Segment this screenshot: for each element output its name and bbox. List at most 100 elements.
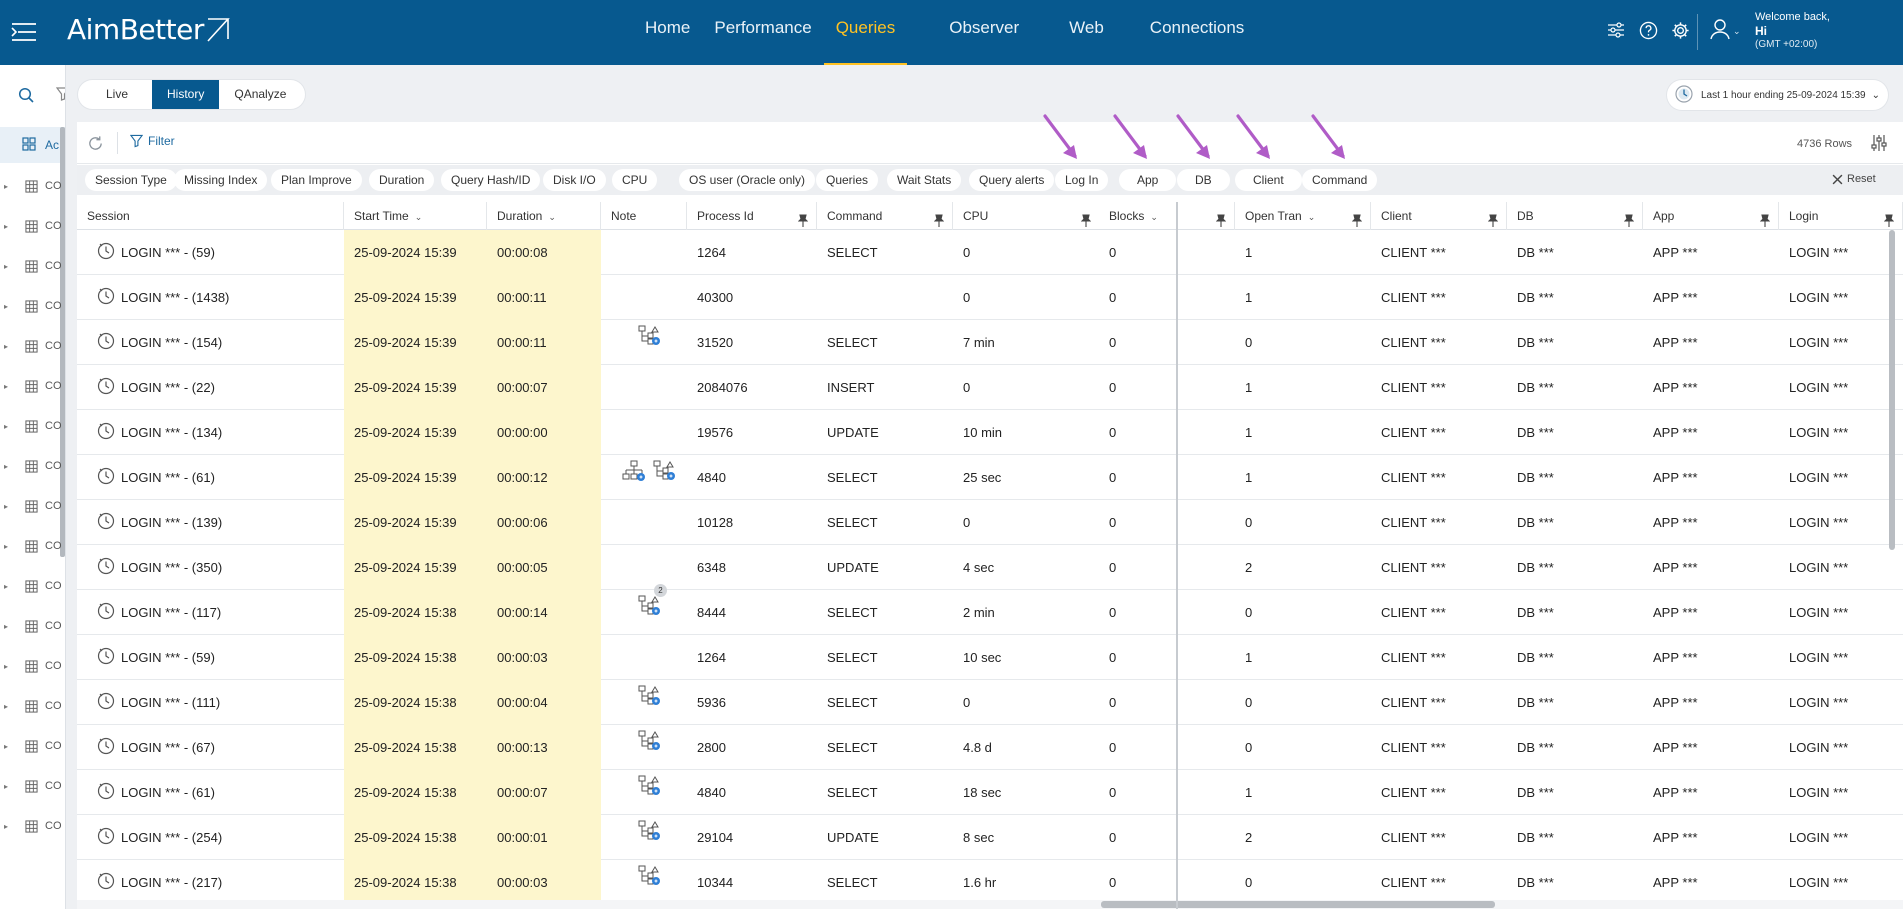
- nav-observer[interactable]: Observer: [949, 18, 1020, 37]
- plan-improve-icon[interactable]: [637, 815, 661, 860]
- column-header-note[interactable]: Note: [601, 202, 687, 230]
- table-row[interactable]: LOGIN *** - (22) 25-09-2024 15:39 00:00:07…: [77, 365, 1903, 410]
- filter-chip-cpu[interactable]: CPU: [612, 169, 658, 191]
- filter-chip-plan-improve[interactable]: Plan Improve: [271, 169, 362, 191]
- sidebar-item[interactable]: ▸ CO: [0, 727, 65, 767]
- pin-icon[interactable]: [797, 209, 809, 237]
- chevron-right-icon[interactable]: ▸: [4, 782, 9, 791]
- nav-web[interactable]: Web: [1069, 18, 1104, 37]
- note-cell[interactable]: [601, 500, 687, 545]
- user-menu-chevron-icon[interactable]: ⌄: [1733, 26, 1741, 36]
- nav-home[interactable]: Home: [645, 18, 691, 37]
- sidebar-scrollbar[interactable]: [60, 127, 65, 557]
- table-row[interactable]: LOGIN *** - (350) 25-09-2024 15:39 00:00:0…: [77, 545, 1903, 590]
- chevron-right-icon[interactable]: ▸: [4, 182, 9, 191]
- sidebar-item[interactable]: ▸ CO: [0, 527, 65, 567]
- note-cell[interactable]: [601, 680, 687, 725]
- filter-chip-log-in[interactable]: Log In: [1055, 169, 1109, 191]
- chevron-right-icon[interactable]: ▸: [4, 542, 9, 551]
- filter-chip-duration[interactable]: Duration: [369, 169, 435, 191]
- filter-chip-queries[interactable]: Queries: [816, 169, 879, 191]
- pin-icon[interactable]: [1351, 209, 1363, 237]
- sidebar-item[interactable]: ▸ CO: [0, 807, 65, 847]
- sidebar-item[interactable]: ▸ CO: [0, 607, 65, 647]
- sidebar-item[interactable]: ▸ CO: [0, 327, 65, 367]
- sidebar-item[interactable]: ▸ CO: [0, 247, 65, 287]
- session-cell[interactable]: LOGIN *** - (134): [77, 410, 344, 455]
- column-header-duration[interactable]: Duration ⌄: [487, 202, 601, 230]
- table-row[interactable]: LOGIN *** - (154) 25-09-2024 15:39 00:00:1…: [77, 320, 1903, 365]
- column-header-login[interactable]: Login: [1779, 202, 1903, 230]
- missing-index-icon[interactable]: [622, 455, 646, 500]
- tab-live[interactable]: Live: [106, 87, 129, 101]
- table-row[interactable]: LOGIN *** - (67) 25-09-2024 15:38 00:00:13…: [77, 725, 1903, 770]
- filter-chip-command[interactable]: Command: [1302, 169, 1378, 191]
- table-row[interactable]: LOGIN *** - (134) 25-09-2024 15:39 00:00:0…: [77, 410, 1903, 455]
- plan-improve-icon[interactable]: [637, 725, 661, 770]
- pin-icon[interactable]: [1487, 209, 1499, 237]
- filter-chip-session-type[interactable]: Session Type: [85, 169, 177, 191]
- table-row[interactable]: LOGIN *** - (111) 25-09-2024 15:38 00:00:0…: [77, 680, 1903, 725]
- session-cell[interactable]: LOGIN *** - (139): [77, 500, 344, 545]
- filter-button[interactable]: Filter: [130, 134, 175, 148]
- chevron-right-icon[interactable]: ▸: [4, 742, 9, 751]
- filter-chip-query-hash-id[interactable]: Query Hash/ID: [441, 169, 541, 191]
- chevron-right-icon[interactable]: ▸: [4, 462, 9, 471]
- note-cell[interactable]: [601, 320, 687, 365]
- table-row[interactable]: LOGIN *** - (61) 25-09-2024 15:38 00:00:07…: [77, 770, 1903, 815]
- column-header-start-time[interactable]: Start Time ⌄: [344, 202, 487, 230]
- note-cell[interactable]: [601, 455, 687, 500]
- chevron-down-icon[interactable]: ⌄: [1307, 212, 1316, 222]
- sidebar-item[interactable]: ▸ CO: [0, 207, 65, 247]
- tab-history[interactable]: History: [152, 80, 220, 109]
- note-cell[interactable]: [601, 410, 687, 455]
- sidebar-item[interactable]: ▸ CO: [0, 407, 65, 447]
- table-row[interactable]: LOGIN *** - (59) 25-09-2024 15:39 00:00:08…: [77, 230, 1903, 275]
- pin-icon[interactable]: [933, 209, 945, 237]
- pin-icon[interactable]: [1080, 209, 1092, 237]
- sidebar-item[interactable]: ▸ CO: [0, 167, 65, 207]
- sidebar-item[interactable]: ▸ CO: [0, 287, 65, 327]
- session-cell[interactable]: LOGIN *** - (61): [77, 455, 344, 500]
- chevron-right-icon[interactable]: ▸: [4, 702, 9, 711]
- session-cell[interactable]: LOGIN *** - (217): [77, 860, 344, 900]
- chevron-right-icon[interactable]: ▸: [4, 302, 9, 311]
- search-icon[interactable]: [18, 87, 34, 108]
- chevron-right-icon[interactable]: ▸: [4, 822, 9, 831]
- sidebar-item[interactable]: ▸ CO: [0, 367, 65, 407]
- session-cell[interactable]: LOGIN *** - (61): [77, 770, 344, 815]
- note-cell[interactable]: [601, 275, 687, 320]
- note-cell[interactable]: [601, 230, 687, 275]
- sliders-icon[interactable]: [1605, 19, 1627, 41]
- column-header-command[interactable]: Command: [817, 202, 953, 230]
- chevron-right-icon[interactable]: ▸: [4, 262, 9, 271]
- plan-improve-icon[interactable]: [637, 320, 661, 365]
- table-row[interactable]: LOGIN *** - (217) 25-09-2024 15:38 00:00:0…: [77, 860, 1903, 900]
- filter-chip-missing-index[interactable]: Missing Index: [174, 169, 268, 191]
- column-header-open-tran[interactable]: Open Tran ⌄: [1235, 202, 1371, 230]
- note-cell[interactable]: [601, 770, 687, 815]
- nav-connections[interactable]: Connections: [1149, 18, 1245, 37]
- table-row[interactable]: LOGIN *** - (117) 25-09-2024 15:38 00:00:1…: [77, 584, 1903, 635]
- plan-improve-icon[interactable]: 2: [637, 584, 667, 635]
- table-row[interactable]: LOGIN *** - (61) 25-09-2024 15:39 00:00:12…: [77, 455, 1903, 500]
- user-welcome[interactable]: Welcome back, Hi (GMT +02:00): [1755, 10, 1830, 52]
- session-cell[interactable]: LOGIN *** - (1438): [77, 275, 344, 320]
- horizontal-scrollbar[interactable]: [1101, 901, 1495, 908]
- filter-icon[interactable]: [55, 87, 65, 106]
- user-icon[interactable]: [1710, 18, 1730, 45]
- table-row[interactable]: LOGIN *** - (139) 25-09-2024 15:39 00:00:0…: [77, 500, 1903, 545]
- session-cell[interactable]: LOGIN *** - (350): [77, 545, 344, 590]
- chevron-right-icon[interactable]: ▸: [4, 342, 9, 351]
- filter-chip-disk-i-o[interactable]: Disk I/O: [543, 169, 606, 191]
- pin-icon[interactable]: [1623, 209, 1635, 237]
- sidebar-item[interactable]: ▸ CO: [0, 687, 65, 727]
- plan-improve-icon[interactable]: [652, 455, 676, 500]
- refresh-icon[interactable]: [87, 135, 104, 157]
- filter-chip-wait-stats[interactable]: Wait Stats: [887, 169, 962, 191]
- filter-chip-os-user-oracle-only[interactable]: OS user (Oracle only): [679, 169, 816, 191]
- menu-toggle-icon[interactable]: [10, 18, 40, 46]
- chevron-down-icon[interactable]: ⌄: [1150, 212, 1158, 222]
- session-cell[interactable]: LOGIN *** - (22): [77, 365, 344, 410]
- chevron-right-icon[interactable]: ▸: [4, 382, 9, 391]
